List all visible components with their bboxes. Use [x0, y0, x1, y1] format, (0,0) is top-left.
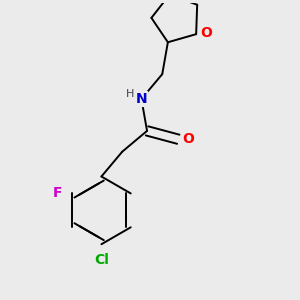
Text: O: O — [200, 26, 212, 40]
Text: F: F — [53, 186, 63, 200]
Text: H: H — [126, 89, 134, 99]
Text: O: O — [182, 132, 194, 146]
Text: Cl: Cl — [94, 253, 109, 266]
Text: N: N — [136, 92, 147, 106]
